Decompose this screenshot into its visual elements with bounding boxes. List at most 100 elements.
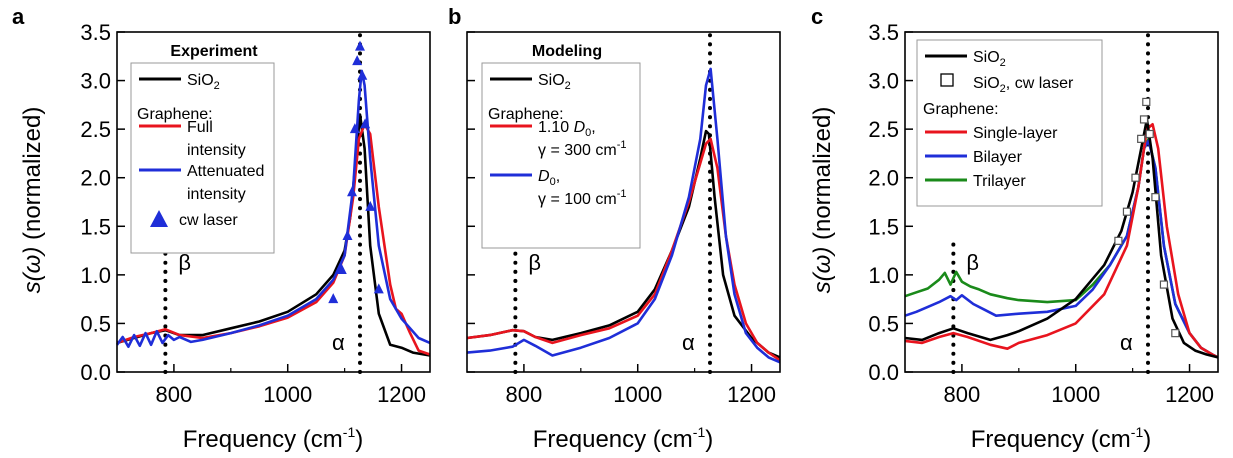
legend-label-a-0: SiO2 — [187, 72, 220, 92]
y-tick-label-c-5: 2.5 — [868, 117, 899, 142]
legend-text-c-2: Graphene: — [923, 101, 999, 118]
legend-sub-c-0: 2 — [1000, 57, 1006, 69]
x-axis-label-c: Frequency (cm-1) — [971, 424, 1152, 453]
legend-sup-b-5: -1 — [617, 188, 627, 200]
series-line-a-2 — [115, 69, 431, 348]
marker-triangle-a-7 — [357, 69, 368, 80]
legend-text-b-2: 1.10 — [538, 119, 574, 136]
marker-square-c-8 — [1159, 280, 1169, 289]
legend-entries-a: SiO2 Graphene:Full intensity Attenuated inte… — [137, 72, 264, 229]
ref-label-c-0: β — [966, 250, 979, 275]
x-tick-label-c-1: 1000 — [1051, 382, 1100, 407]
series-group-b — [466, 67, 781, 364]
panel-c: c s(ω) (normalized) 0.0 0.5 1.0 1.5 2.0 2.5 3.… — [809, 4, 1219, 453]
x-tick-label-a-0: 800 — [156, 382, 193, 407]
legend-ital-b-4: D — [538, 168, 550, 185]
legend-post-b-2: , — [591, 119, 595, 136]
y-axis-label-var-a: s(ω) — [19, 247, 46, 294]
y-axis-label-a: s(ω) (normalized) — [19, 107, 46, 294]
marker-square-c-9 — [1171, 329, 1180, 338]
legend-text-a-3: intensity — [187, 142, 246, 159]
y-tick-label-a-3: 1.5 — [80, 214, 111, 239]
legend-a: Experiment SiO2 Graphene:Full intensity Att… — [130, 43, 275, 254]
legend-label-b-5: γ = 100 cm-1 — [538, 188, 626, 208]
axis-ticks-b — [467, 31, 753, 373]
legend-post-c-1: , cw laser — [1006, 75, 1074, 92]
legend-text-a-0: SiO — [187, 72, 214, 89]
marker-square-c-4 — [1139, 115, 1149, 124]
legend-text-c-5: Trilayer — [973, 173, 1026, 190]
marker-group-a — [328, 40, 384, 304]
legend-label-b-3: γ = 300 cm-1 — [538, 139, 626, 159]
legend-label-c-5: Trilayer — [973, 173, 1026, 190]
y-tick-label-c-2: 1.0 — [868, 263, 899, 288]
legend-swatch-c-1 — [940, 73, 954, 87]
legend-swatch-a-6 — [150, 210, 168, 227]
legend-sub-a-0: 2 — [214, 80, 220, 92]
y-tick-label-a-0: 0.0 — [80, 360, 111, 385]
legend-text-b-5: γ = 100 cm — [538, 191, 617, 208]
x-axis-label-sup-c: -1 — [1131, 424, 1144, 440]
marker-triangle-a-5 — [352, 55, 363, 66]
legend-sup-b-3: -1 — [617, 139, 627, 151]
legend-label-c-4: Bilayer — [973, 149, 1023, 166]
legend-label-a-6: cw laser — [179, 212, 238, 229]
marker-square-c-1 — [1122, 207, 1132, 216]
x-tick-label-b-1: 1000 — [613, 382, 662, 407]
y-axis-label-rest-a: (normalized) — [19, 107, 46, 247]
reference-lines-b: βα — [513, 30, 713, 374]
legend-label-c-0: SiO2 — [973, 49, 1006, 69]
x-tick-label-c-0: 800 — [944, 382, 981, 407]
y-axis-label-var-c: s(ω) — [809, 247, 836, 294]
marker-group-c — [1114, 97, 1180, 338]
panel-letter-c: c — [811, 4, 823, 29]
plot-frame-a — [116, 31, 431, 373]
y-axis-label-c: s(ω) (normalized) — [809, 107, 836, 294]
legend-text-c-0: SiO — [973, 49, 1000, 66]
panel-b: b 800 1000 1200 βα Modeling SiO2Graphene:1… — [448, 4, 781, 453]
x-axis-label-b: Frequency (cm-1) — [533, 424, 714, 453]
legend-text-a-6: cw laser — [179, 212, 238, 229]
ref-label-b-0: β — [528, 250, 541, 275]
marker-triangle-a-4 — [349, 123, 360, 134]
legend-ital-b-2: D — [574, 119, 586, 136]
legend-text-a-5: intensity — [187, 186, 246, 203]
series-line-b-2 — [466, 67, 781, 364]
series-group-a — [115, 69, 431, 357]
legend-box-b — [481, 62, 641, 249]
marker-triangle-a-10 — [373, 283, 384, 294]
y-tick-label-a-2: 1.0 — [80, 263, 111, 288]
x-axis-label-main-b: Frequency (cm — [533, 426, 693, 453]
x-axis-label-main-a: Frequency (cm — [183, 426, 343, 453]
legend-sub-b-4: 0 — [550, 176, 556, 188]
marker-square-c-0 — [1114, 236, 1123, 245]
marker-square-c-5 — [1142, 97, 1151, 107]
legend-text-b-1: Graphene: — [488, 106, 564, 123]
legend-label-c-2: Graphene: — [923, 101, 999, 118]
legend-label-a-3: intensity — [187, 142, 246, 159]
y-tick-label-a-1: 0.5 — [80, 311, 111, 336]
axis-ticks-a — [117, 31, 403, 373]
legend-text-a-2: Full — [187, 119, 213, 136]
plot-frame-c — [904, 31, 1219, 373]
y-tick-label-c-0: 0.0 — [868, 360, 899, 385]
legend-post-b-4: , — [556, 168, 560, 185]
ref-label-a-0: β — [178, 250, 191, 275]
legend-title-a: Experiment — [170, 43, 258, 60]
legend-title-b: Modeling — [532, 43, 602, 60]
x-tick-labels-c: 800 1000 1200 — [944, 382, 1214, 407]
plot-frame-b — [466, 31, 781, 373]
series-line-c-1 — [904, 139, 1219, 359]
x-axis-label-sup-b: -1 — [693, 424, 706, 440]
legend-label-a-1: Graphene: — [137, 106, 213, 123]
marker-triangle-a-6 — [355, 40, 366, 51]
x-axis-label-a: Frequency (cm-1) — [183, 424, 364, 453]
legend-label-a-2: Full — [187, 119, 213, 136]
legend-text-a-4: Attenuated — [187, 163, 264, 180]
reference-lines-c: βα — [951, 30, 1151, 374]
y-tick-label-c-3: 1.5 — [868, 214, 899, 239]
